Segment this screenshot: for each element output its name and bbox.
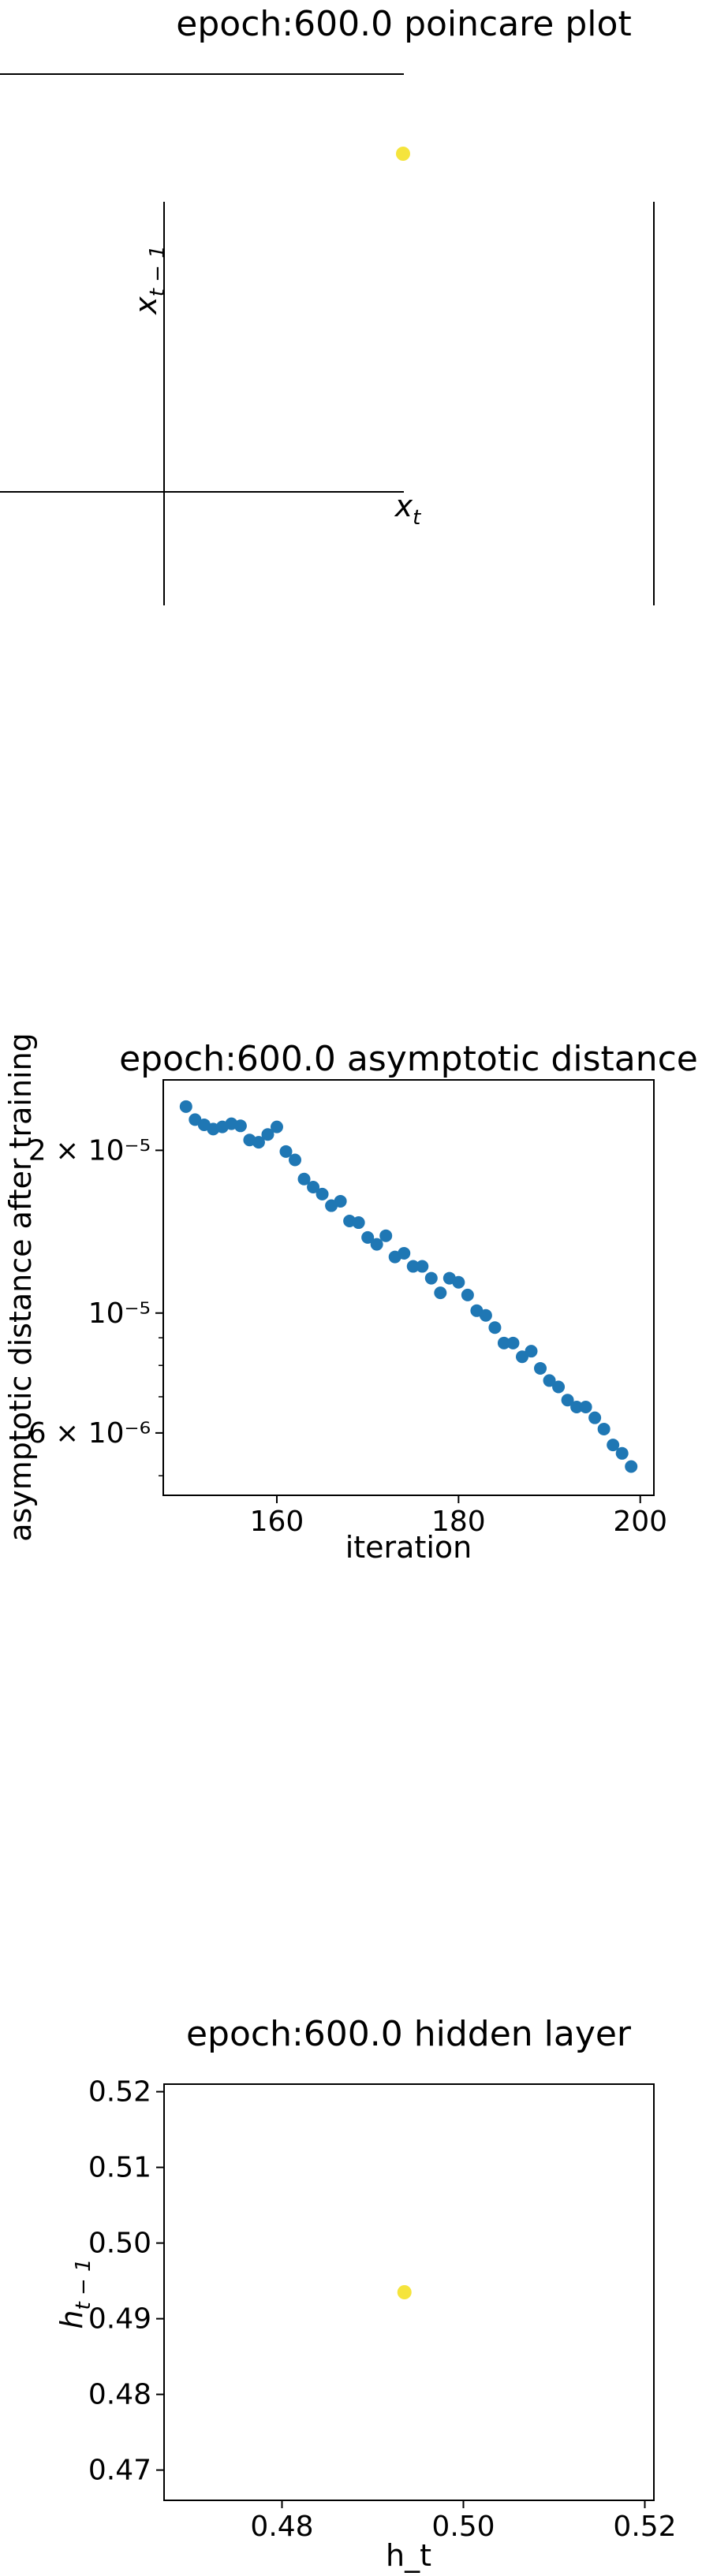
asymptotic-x-ticks: 160 180 200 (250, 1495, 667, 1538)
hidden-y-ticks: 0.47 0.48 0.49 0.50 0.51 0.52 (88, 2076, 164, 2487)
asymptotic-point (488, 1321, 502, 1335)
asymptotic-point (597, 1422, 611, 1435)
hidden-axes-frame (163, 2083, 655, 2501)
asymptotic-x-tick-label: 200 (613, 1506, 667, 1538)
asymptotic-point (515, 1350, 528, 1364)
asymptotic-point (534, 1361, 547, 1375)
hidden-x-tick-label: 0.48 (250, 2511, 313, 2543)
asymptotic-point (316, 1187, 329, 1201)
hidden-y-tick-label: 0.48 (88, 2379, 151, 2411)
asymptotic-ylabel: asymptotic distance after training (3, 1033, 38, 1542)
hidden-y-tick-label: 0.49 (88, 2303, 151, 2336)
hidden-xlabel: h_t (386, 2538, 431, 2573)
asymptotic-xlabel: iteration (345, 1530, 472, 1565)
asymptotic-point (307, 1181, 320, 1194)
asymptotic-point (334, 1194, 347, 1208)
hidden-x-tick-label: 0.50 (431, 2511, 495, 2543)
poincare-point (396, 147, 410, 161)
asymptotic-point (561, 1394, 574, 1407)
hidden-point (397, 2285, 412, 2299)
asymptotic-point (588, 1411, 602, 1424)
asymptotic-point (479, 1308, 492, 1322)
asymptotic-point (625, 1460, 638, 1473)
asymptotic-point (406, 1260, 420, 1273)
asymptotic-y-tick-label: 2 × 10⁻⁵ (28, 1134, 151, 1167)
asymptotic-y-tick-label: 6 × 10⁻⁶ (28, 1417, 151, 1450)
asymptotic-points (179, 1100, 638, 1473)
asymptotic-point (434, 1286, 447, 1300)
asymptotic-point (370, 1238, 383, 1251)
hidden-x-ticks: 0.48 0.50 0.52 (250, 2500, 677, 2543)
hidden-y-tick-label: 0.51 (88, 2152, 151, 2184)
asymptotic-y-ticks: 6 × 10⁻⁶ 10⁻⁵ 2 × 10⁻⁵ (28, 1134, 163, 1476)
asymptotic-x-tick-label: 180 (431, 1506, 486, 1538)
hidden-layer-plot: epoch:600.0 hidden layer 0.48 0.50 0.52 0.… (54, 2014, 677, 2573)
asymptotic-point (570, 1401, 584, 1414)
hidden-y-tick-label: 0.47 (88, 2455, 151, 2487)
asymptotic-point (270, 1120, 283, 1134)
asymptotic-x-tick-label: 160 (250, 1506, 304, 1538)
asymptotic-point (497, 1336, 510, 1349)
hidden-title: epoch:600.0 hidden layer (186, 2014, 632, 2054)
asymptotic-point (461, 1288, 474, 1301)
asymptotic-y-tick-label: 10⁻⁵ (88, 1297, 151, 1330)
asymptotic-point (607, 1439, 620, 1452)
hidden-y-tick-label: 0.50 (88, 2228, 151, 2260)
asymptotic-point (252, 1136, 265, 1149)
asymptotic-point (615, 1446, 629, 1460)
asymptotic-point (452, 1275, 465, 1289)
asymptotic-point (506, 1336, 520, 1349)
asymptotic-title: epoch:600.0 asymptotic distance (119, 1039, 698, 1079)
asymptotic-point (352, 1216, 365, 1230)
asymptotic-point (398, 1246, 411, 1260)
poincare-title: epoch:600.0 poincare plot (176, 4, 631, 44)
asymptotic-point (361, 1230, 375, 1244)
asymptotic-point (297, 1172, 311, 1186)
asymptotic-point (179, 1100, 192, 1113)
asymptotic-point (279, 1145, 293, 1158)
asymptotic-point (233, 1119, 247, 1133)
asymptotic-point (552, 1380, 566, 1394)
asymptotic-axes-frame (162, 1079, 655, 1496)
poincare-xlabel: xt (394, 489, 422, 530)
asymptotic-distance-plot: epoch:600.0 asymptotic distance 160 180 20… (3, 1033, 698, 1565)
asymptotic-point (261, 1128, 274, 1141)
asymptotic-point (289, 1153, 302, 1167)
asymptotic-point (525, 1345, 538, 1358)
hidden-points (397, 2285, 412, 2299)
asymptotic-point (424, 1271, 438, 1285)
asymptotic-point (579, 1401, 592, 1414)
asymptotic-point (543, 1374, 556, 1387)
asymptotic-point (379, 1229, 393, 1242)
hidden-y-tick-label: 0.52 (88, 2076, 151, 2109)
poincare-plot: epoch:600.0 poincare plot xt xt − 1 (0, 4, 655, 605)
asymptotic-point (416, 1260, 429, 1273)
hidden-x-tick-label: 0.52 (613, 2511, 676, 2543)
